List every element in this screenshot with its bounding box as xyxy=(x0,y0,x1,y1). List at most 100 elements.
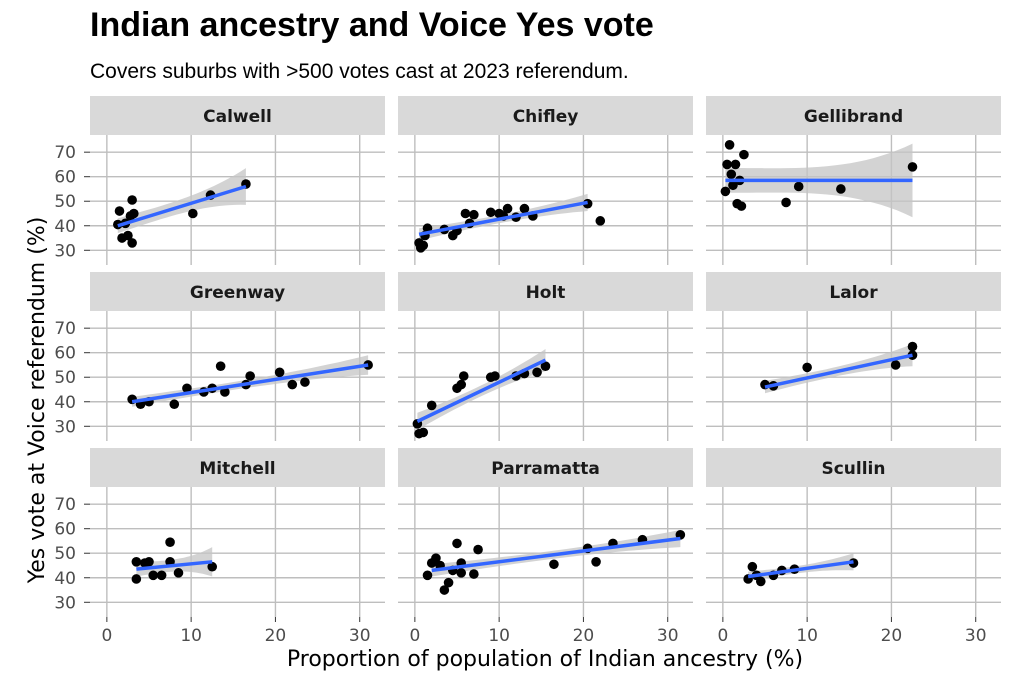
data-point-greenway xyxy=(169,399,180,410)
y-tick-label: 30 xyxy=(54,593,76,613)
data-point-calwell xyxy=(127,238,137,248)
x-tick-label: 20 xyxy=(573,626,595,646)
facet-strip-calwell xyxy=(90,96,385,135)
facet-label-parramatta: Parramatta xyxy=(491,459,600,479)
y-tick-label: 60 xyxy=(54,520,76,540)
data-point-mitchell xyxy=(156,570,167,581)
data-point-lalor xyxy=(890,360,901,370)
data-point-calwell xyxy=(114,206,125,216)
facet-strip-parramatta xyxy=(398,448,693,487)
data-point-calwell xyxy=(129,208,139,219)
data-point-chifley xyxy=(485,207,496,218)
y-tick-label: 40 xyxy=(54,569,76,589)
data-point-mitchell xyxy=(148,570,159,581)
data-point-parramatta xyxy=(443,577,454,588)
data-point-calwell xyxy=(188,208,198,219)
facet-label-lalor: Lalor xyxy=(829,283,878,303)
data-point-mitchell xyxy=(131,574,142,584)
x-tick-label: 10 xyxy=(796,626,818,646)
data-point-chifley xyxy=(502,203,513,214)
facet-strip-gellibrand xyxy=(706,96,1001,135)
data-point-chifley xyxy=(595,216,606,226)
y-tick-label: 70 xyxy=(54,495,76,515)
trend-line-chifley xyxy=(418,200,588,237)
facet-strip-mitchell xyxy=(90,448,385,487)
y-tick-label: 30 xyxy=(54,241,76,261)
facet-label-scullin: Scullin xyxy=(821,459,885,479)
facet-strip-chifley xyxy=(398,96,693,135)
data-point-mitchell xyxy=(144,557,154,567)
data-point-parramatta xyxy=(431,553,441,563)
trend-line-greenway xyxy=(131,363,369,404)
data-point-calwell xyxy=(127,195,137,205)
data-point-holt xyxy=(426,400,437,411)
data-point-greenway xyxy=(215,361,226,371)
data-point-parramatta xyxy=(456,568,467,578)
x-tick-label: 10 xyxy=(180,626,202,646)
trend-line-scullin xyxy=(747,560,854,579)
x-tick-label: 10 xyxy=(488,626,510,646)
chart-title: Indian ancestry and Voice Yes vote xyxy=(90,6,654,44)
x-tick-label: 30 xyxy=(657,626,679,646)
data-point-parramatta xyxy=(422,570,433,581)
x-tick-label: 0 xyxy=(717,626,728,646)
data-point-gellibrand xyxy=(722,159,732,170)
data-point-greenway xyxy=(245,371,255,381)
data-point-gellibrand xyxy=(836,184,846,194)
data-point-gellibrand xyxy=(726,169,737,180)
data-point-greenway xyxy=(300,377,310,387)
trend-line-parramatta xyxy=(431,536,681,573)
y-tick-label: 40 xyxy=(54,393,76,413)
trend-line-mitchell xyxy=(136,560,213,571)
data-point-mitchell xyxy=(131,557,142,567)
facet-strip-greenway xyxy=(90,272,385,311)
chart-subtitle: Covers suburbs with >500 votes cast at 2… xyxy=(90,60,629,83)
data-point-parramatta xyxy=(469,569,479,579)
x-tick-label: 20 xyxy=(881,626,903,646)
data-point-gellibrand xyxy=(720,186,731,197)
data-point-scullin xyxy=(755,576,766,587)
data-point-holt xyxy=(456,379,467,390)
data-point-holt xyxy=(418,427,429,438)
confidence-ribbon-greenway xyxy=(132,355,369,407)
x-tick-label: 0 xyxy=(409,626,420,646)
y-tick-label: 50 xyxy=(54,192,76,212)
data-point-greenway xyxy=(182,383,192,394)
data-point-parramatta xyxy=(591,557,601,567)
y-tick-label: 70 xyxy=(54,143,76,163)
data-point-chifley xyxy=(519,203,530,214)
data-point-greenway xyxy=(363,360,373,370)
data-point-gellibrand xyxy=(793,181,804,192)
facet-strip-holt xyxy=(398,272,693,311)
facet-label-greenway: Greenway xyxy=(190,283,285,303)
confidence-ribbon-lalor xyxy=(765,344,913,394)
data-point-chifley xyxy=(469,209,479,220)
data-point-mitchell xyxy=(165,537,175,547)
data-point-holt xyxy=(532,367,542,378)
data-point-holt xyxy=(490,371,500,381)
data-point-mitchell xyxy=(173,568,184,578)
facet-strip-scullin xyxy=(706,448,1001,487)
y-tick-label: 60 xyxy=(54,168,76,188)
data-point-chifley xyxy=(418,240,429,251)
data-point-gellibrand xyxy=(730,159,741,170)
x-tick-label: 30 xyxy=(965,626,987,646)
x-axis-title: Proportion of population of Indian ances… xyxy=(287,647,803,672)
data-point-parramatta xyxy=(439,585,450,595)
x-tick-label: 0 xyxy=(101,626,112,646)
facet-label-calwell: Calwell xyxy=(203,107,272,127)
trend-line-calwell xyxy=(117,184,247,228)
y-tick-label: 60 xyxy=(54,344,76,364)
data-point-scullin xyxy=(747,561,758,572)
y-tick-label: 50 xyxy=(54,368,76,388)
data-point-gellibrand xyxy=(728,180,738,191)
data-point-parramatta xyxy=(473,544,483,555)
y-axis-title: Yes vote at Voice referendum (%) xyxy=(25,217,50,585)
y-tick-label: 40 xyxy=(54,217,76,237)
data-point-chifley xyxy=(460,208,471,219)
data-point-gellibrand xyxy=(736,201,747,211)
y-tick-label: 50 xyxy=(54,544,76,564)
x-tick-label: 20 xyxy=(265,626,287,646)
facet-label-holt: Holt xyxy=(526,283,566,303)
